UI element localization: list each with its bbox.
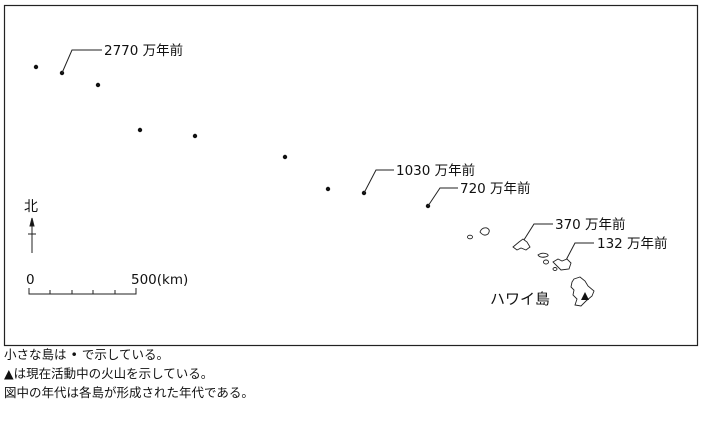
label-1030: 1030 万年前 — [396, 162, 475, 179]
map-frame — [3, 4, 699, 347]
north-label: 北 — [24, 199, 38, 215]
scale-end: 500(km) — [131, 272, 188, 288]
island-kauai — [479, 227, 490, 236]
island-oahu — [512, 238, 531, 251]
scale-bar — [28, 288, 137, 295]
island-molokai — [537, 252, 549, 258]
island-dot — [33, 64, 39, 70]
label-2770: 2770 万年前 — [104, 42, 183, 59]
label-132: 132 万年前 — [597, 235, 668, 252]
label-hawaii-island: ハワイ島 — [490, 290, 550, 308]
caption-line-1: 小さな島は • で示している。 — [4, 347, 169, 362]
triangle-icon — [581, 292, 589, 300]
label-370: 370 万年前 — [555, 216, 626, 233]
island-kahoolawe — [552, 267, 558, 271]
island-dot — [282, 154, 288, 160]
caption-line-2: ▲は現在活動中の火山を示している。 — [4, 366, 214, 381]
island-dot — [95, 82, 101, 88]
leader-lines — [61, 49, 594, 263]
island-lanai — [543, 259, 549, 265]
hawaii-island-chain-map: 2770 万年前 1030 万年前 720 万年前 370 万年前 132 万年… — [3, 4, 699, 347]
island-niihau — [467, 234, 473, 240]
island-dot — [192, 133, 198, 139]
island-hawaii — [570, 276, 595, 307]
island-maui — [552, 258, 572, 271]
island-dot — [325, 186, 331, 192]
north-arrow-icon — [28, 217, 36, 253]
caption-line-3: 図中の年代は各島が形成された年代である。 — [4, 385, 254, 400]
label-720: 720 万年前 — [460, 180, 531, 197]
island-dot — [137, 127, 143, 133]
small-islands — [33, 64, 431, 209]
scale-start: 0 — [26, 272, 35, 288]
